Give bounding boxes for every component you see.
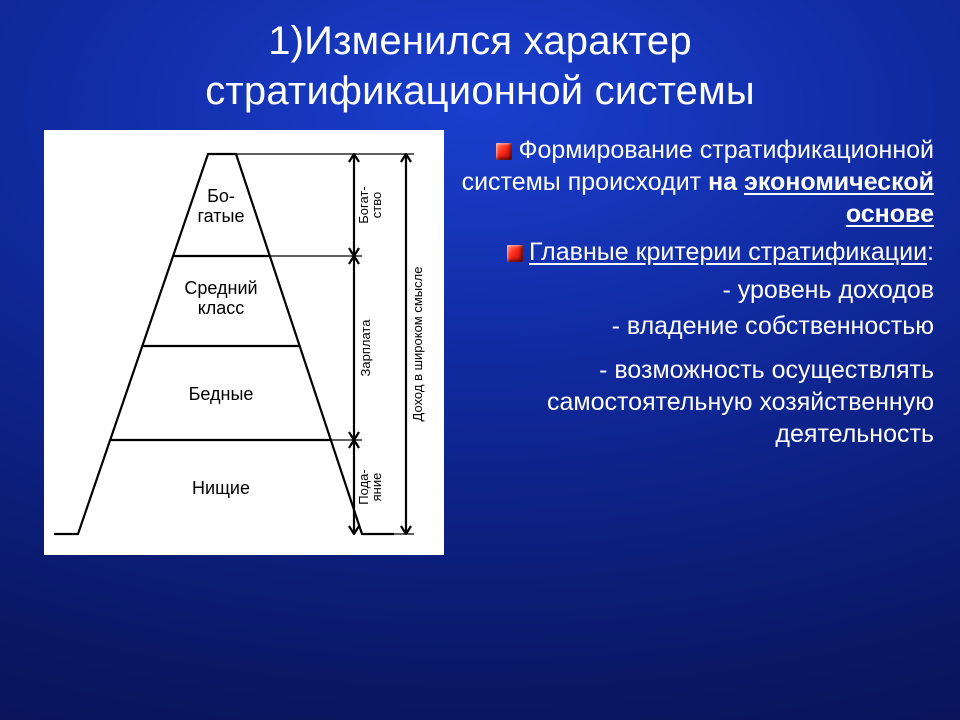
bullet-icon (507, 245, 523, 262)
bullet-paragraph-2: Главные критерии стратификации: (452, 236, 934, 268)
pyramid-level-3: Нищие (192, 478, 250, 498)
d1: уровень доходов (738, 276, 934, 304)
dash-item-1: - уровень доходов (452, 274, 934, 306)
pyramid-level-1-l2: класс (198, 298, 245, 318)
pyramid-level-1-l1: Средний (184, 278, 257, 298)
p1-text-b: на (708, 168, 744, 196)
p2-colon: : (927, 238, 934, 266)
slide-title: 1)Изменился характер стратификационной с… (0, 0, 960, 126)
svg-text:Богат-ство: Богат-ство (356, 186, 384, 223)
pyramid-level-0-l1: Бо- (207, 186, 235, 206)
title-line-2: стратификационной системы (205, 69, 755, 113)
dash-item-3: - возможность осуществлять самостоятельн… (452, 354, 934, 450)
p1-text-c: экономической основе (744, 168, 934, 228)
right-column: Формирование стратификационной системы п… (452, 130, 936, 555)
pyramid-level-0-l2: гатые (198, 206, 245, 226)
pyramid-figure: Бо- гатые Средний класс Бедные Нищие Бог… (44, 130, 444, 555)
pyramid-level-2: Бедные (189, 384, 254, 404)
bullet-icon (496, 143, 512, 160)
side-label-income: Доход в широком смысле (410, 267, 425, 422)
bullet-paragraph-1: Формирование стратификационной системы п… (452, 134, 934, 230)
svg-text:Пода-яние: Пода-яние (356, 469, 384, 504)
p2-text: Главные критерии стратификации (529, 238, 927, 266)
side-label-salary: Зарплата (358, 319, 373, 377)
title-line-1: 1)Изменился характер (268, 19, 692, 63)
content-row: Бо- гатые Средний класс Бедные Нищие Бог… (0, 126, 960, 555)
pyramid-svg: Бо- гатые Средний класс Бедные Нищие Бог… (54, 144, 434, 544)
d2: владение собственностью (627, 312, 934, 340)
dash-item-2: - владение собственностью (452, 310, 934, 342)
left-column: Бо- гатые Средний класс Бедные Нищие Бог… (44, 130, 444, 555)
